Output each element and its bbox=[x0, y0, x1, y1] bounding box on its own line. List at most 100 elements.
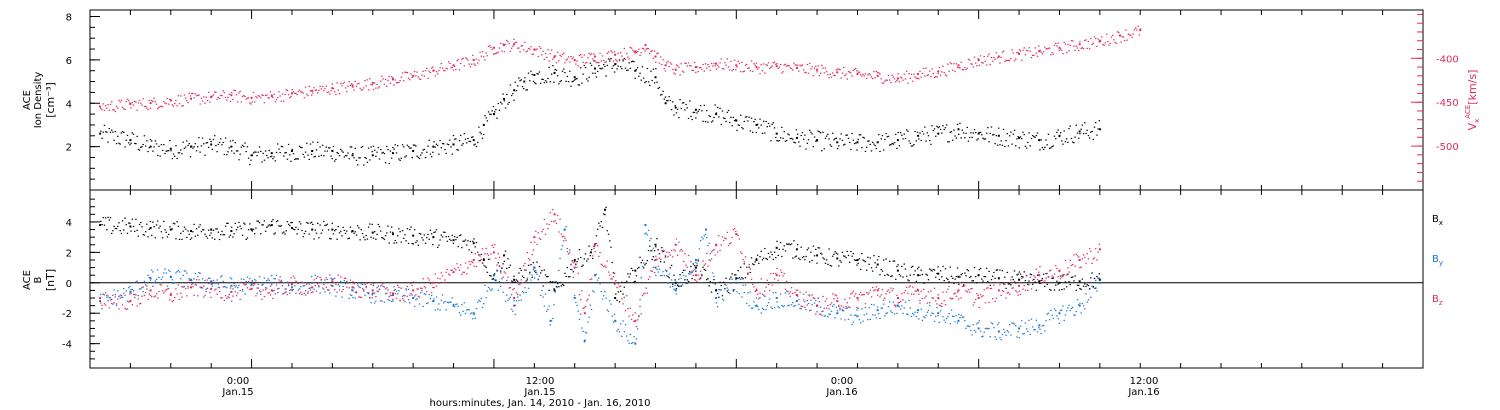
sample-1-256 bbox=[410, 73, 412, 75]
sample-0-65 bbox=[178, 152, 181, 154]
sample-1-320 bbox=[487, 45, 490, 48]
sample-11-656 bbox=[895, 304, 897, 306]
sample-10-333 bbox=[503, 260, 506, 262]
sample-0-1 bbox=[101, 137, 103, 139]
sample-12-183 bbox=[321, 287, 324, 289]
sample-0-404 bbox=[589, 62, 592, 64]
sample-10-336 bbox=[507, 258, 509, 260]
sample-1-846 bbox=[1125, 29, 1127, 31]
sample-1-714 bbox=[965, 68, 967, 71]
sample-0-439 bbox=[632, 60, 634, 62]
sample-0-198 bbox=[340, 148, 342, 150]
sample-10-376 bbox=[555, 286, 558, 288]
sample-11-412 bbox=[599, 283, 601, 285]
point-11-44 bbox=[917, 309, 920, 312]
sample-10-691 bbox=[937, 266, 939, 268]
sample-11-364 bbox=[541, 289, 543, 292]
sample-12-280 bbox=[439, 278, 441, 280]
sample-11-231 bbox=[380, 285, 382, 287]
sample-0-321 bbox=[489, 113, 491, 115]
sample-11-819 bbox=[1092, 286, 1094, 288]
sample-12-513 bbox=[721, 236, 724, 238]
sample-12-450 bbox=[645, 287, 647, 289]
sample-12-120 bbox=[245, 283, 247, 285]
sample-11-719 bbox=[971, 334, 973, 336]
sample-0-603 bbox=[830, 145, 833, 147]
sample-12-615 bbox=[845, 306, 847, 308]
sample-12-506 bbox=[713, 249, 715, 251]
sample-11-741 bbox=[998, 322, 1000, 324]
x-tick-1-time: 12:00 bbox=[526, 376, 555, 387]
point-1-50 bbox=[1058, 46, 1061, 49]
point-10-35 bbox=[755, 258, 758, 261]
sample-0-259 bbox=[413, 144, 416, 146]
sample-1-154 bbox=[286, 89, 289, 92]
sample-1-168 bbox=[303, 97, 306, 99]
sample-1-197 bbox=[338, 93, 341, 95]
sample-12-809 bbox=[1080, 266, 1082, 268]
sample-0-295 bbox=[457, 149, 459, 151]
sample-12-784 bbox=[1050, 269, 1052, 271]
sample-12-549 bbox=[765, 286, 767, 288]
sample-0-560 bbox=[778, 139, 781, 142]
sample-12-584 bbox=[807, 294, 810, 296]
sample-0-426 bbox=[616, 68, 618, 70]
sample-1-264 bbox=[420, 78, 422, 80]
legend-bz: Bz bbox=[1432, 294, 1443, 307]
sample-0-95 bbox=[215, 145, 217, 147]
sample-12-20 bbox=[124, 307, 126, 309]
sample-11-578 bbox=[800, 308, 802, 310]
sample-10-1 bbox=[101, 224, 103, 226]
sample-1-76 bbox=[192, 92, 194, 95]
sample-1-831 bbox=[1107, 40, 1109, 43]
sample-0-657 bbox=[896, 147, 898, 150]
sample-12-452 bbox=[647, 278, 650, 280]
sample-1-332 bbox=[502, 43, 504, 45]
sample-11-427 bbox=[617, 328, 619, 331]
sample-1-365 bbox=[542, 50, 544, 52]
sample-12-561 bbox=[779, 269, 782, 271]
sample-10-555 bbox=[772, 258, 775, 261]
sample-1-558 bbox=[776, 63, 778, 65]
sample-0-155 bbox=[287, 143, 290, 146]
sample-10-324 bbox=[492, 277, 495, 280]
sample-10-280 bbox=[439, 239, 441, 241]
sample-12-468 bbox=[667, 256, 669, 258]
sample-12-283 bbox=[443, 281, 445, 283]
sample-1-123 bbox=[249, 102, 251, 104]
sample-1-784 bbox=[1050, 54, 1052, 56]
sample-11-13 bbox=[115, 304, 118, 307]
sample-0-516 bbox=[725, 120, 727, 123]
sample-0-214 bbox=[359, 157, 361, 159]
sample-11-473 bbox=[673, 288, 675, 290]
sample-10-816 bbox=[1088, 288, 1091, 290]
point-11-41 bbox=[856, 315, 859, 318]
point-11-46 bbox=[957, 319, 960, 322]
sample-12-86 bbox=[204, 294, 206, 296]
sample-1-239 bbox=[389, 82, 392, 84]
point-11-40 bbox=[836, 312, 839, 315]
sample-12-393 bbox=[576, 266, 578, 268]
sample-12-339 bbox=[510, 294, 513, 296]
sample-12-420 bbox=[609, 274, 611, 276]
sample-0-51 bbox=[161, 149, 164, 152]
sample-10-12 bbox=[114, 227, 117, 230]
sample-0-13 bbox=[115, 143, 118, 145]
sample-11-29 bbox=[135, 281, 137, 283]
sample-11-774 bbox=[1038, 327, 1040, 329]
sample-10-347 bbox=[520, 269, 522, 271]
sample-10-170 bbox=[306, 221, 308, 224]
point-12-12 bbox=[351, 286, 354, 289]
sample-12-297 bbox=[460, 264, 462, 266]
sample-10-245 bbox=[396, 235, 399, 237]
sample-11-503 bbox=[709, 253, 712, 255]
sample-0-111 bbox=[234, 142, 237, 144]
sample-11-576 bbox=[798, 303, 800, 305]
sample-12-251 bbox=[404, 295, 406, 297]
sample-0-568 bbox=[788, 134, 790, 136]
sample-1-674 bbox=[916, 77, 919, 79]
sample-1-107 bbox=[229, 100, 232, 103]
velocity-ylabel-v: V bbox=[1466, 122, 1479, 130]
point-10-30 bbox=[654, 243, 657, 246]
sample-0-577 bbox=[799, 145, 801, 147]
